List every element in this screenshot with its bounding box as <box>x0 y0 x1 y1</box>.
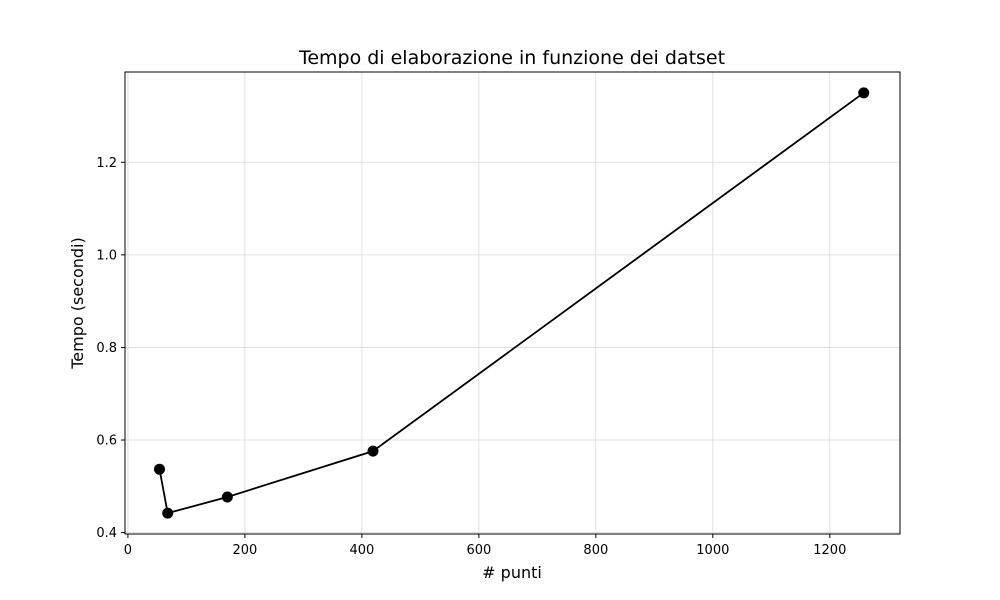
y-tick-label: 1.2 <box>96 156 117 171</box>
tick-layer: 0 200 400 600 800 1000 1200 0.4 0.6 0.8 1.0 1.2 <box>96 156 846 558</box>
data-point <box>154 463 166 475</box>
x-tick-label: 1200 <box>813 543 846 558</box>
y-tick-label: 0.8 <box>96 341 117 356</box>
x-tick-label: 200 <box>232 543 257 558</box>
data-point <box>221 491 233 503</box>
y-tick-label: 1.0 <box>96 248 117 263</box>
series-line <box>158 92 865 515</box>
y-tick-label: 0.6 <box>96 434 117 449</box>
x-tick-label: 0 <box>124 543 132 558</box>
x-tick-label: 1000 <box>696 543 729 558</box>
data-point <box>367 445 379 457</box>
series-layer <box>154 87 870 519</box>
x-tick-label: 800 <box>583 543 608 558</box>
y-axis-label: Tempo (secondi) <box>68 237 87 370</box>
x-tick-label: 400 <box>349 543 374 558</box>
data-point <box>858 87 870 99</box>
plot-frame <box>124 71 901 535</box>
x-axis-label: # punti <box>482 563 542 582</box>
data-point <box>162 507 174 519</box>
chart-title: Tempo di elaborazione in funzione dei da… <box>298 47 725 69</box>
y-tick-label: 0.4 <box>96 526 117 541</box>
x-tick-label: 600 <box>466 543 491 558</box>
grid-layer <box>125 72 900 534</box>
